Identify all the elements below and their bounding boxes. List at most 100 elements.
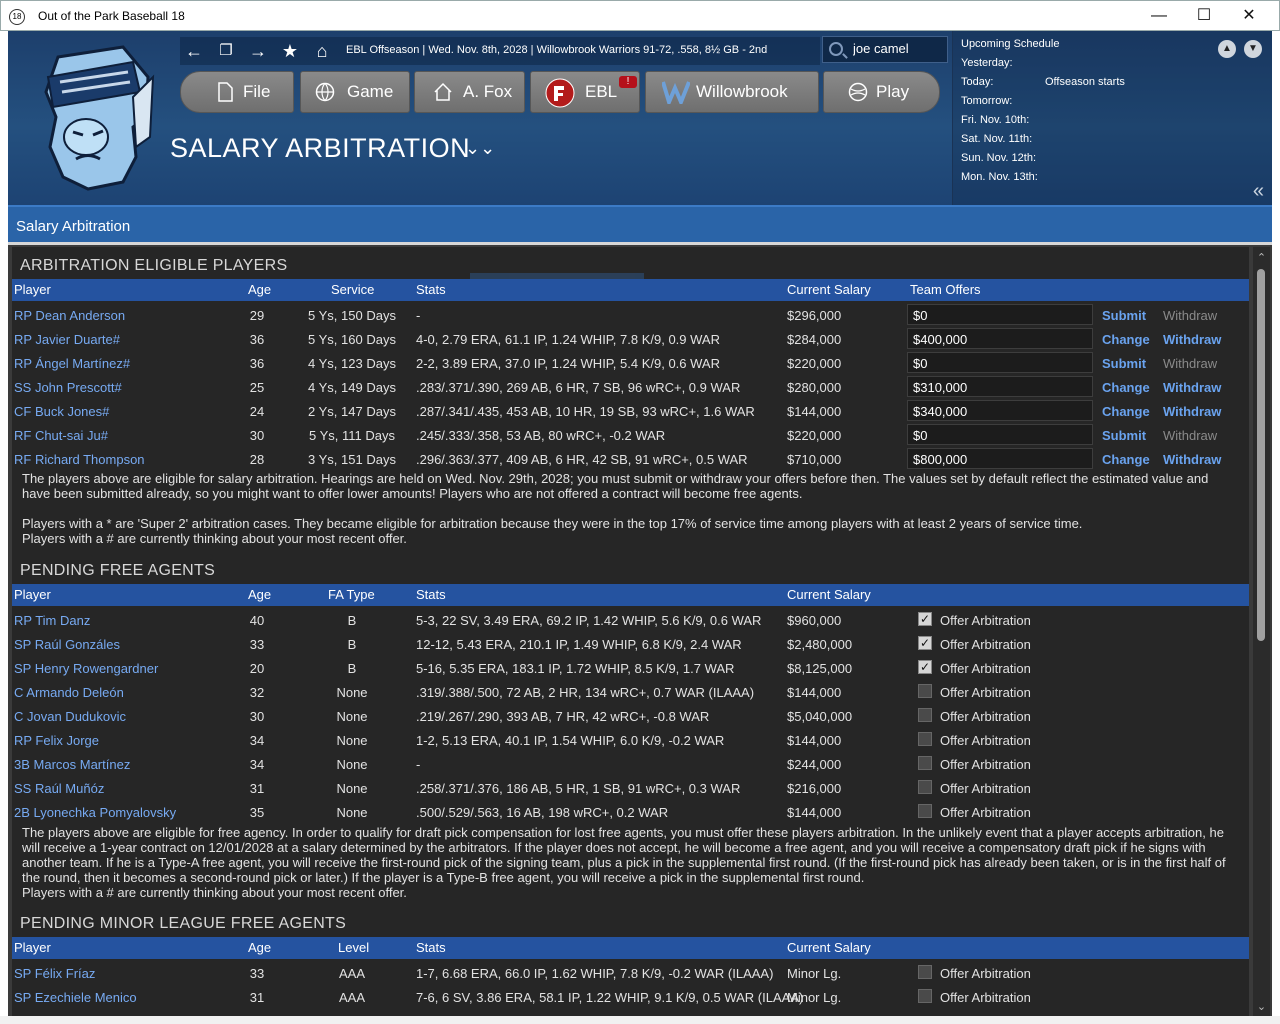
- player-link[interactable]: SP Henry Rowengardner: [14, 661, 159, 676]
- offer-arbitration-checkbox[interactable]: [918, 965, 932, 979]
- withdraw-button[interactable]: Withdraw: [1163, 452, 1222, 467]
- col-service[interactable]: Service: [331, 282, 375, 297]
- menu-play-button[interactable]: Play: [823, 71, 940, 113]
- offer-arbitration-checkbox[interactable]: ✓: [918, 612, 932, 626]
- change-button[interactable]: Change: [1102, 332, 1150, 347]
- player-link[interactable]: RF Richard Thompson: [14, 452, 145, 467]
- copy-icon[interactable]: ❐: [219, 42, 233, 59]
- col-age[interactable]: Age: [248, 587, 272, 602]
- chevron-down-icon[interactable]: ▼: [1244, 40, 1262, 58]
- withdraw-button[interactable]: Withdraw: [1163, 308, 1218, 323]
- forward-arrow-icon[interactable]: →: [249, 41, 267, 61]
- player-link[interactable]: 2B Lyonechka Pomyalovsky: [14, 805, 177, 820]
- col-stats[interactable]: Stats: [416, 587, 446, 602]
- team-offer-input[interactable]: $0: [907, 424, 1093, 445]
- collapse-panel-icon[interactable]: «: [1252, 180, 1264, 202]
- team-offer-input[interactable]: $0: [907, 352, 1093, 373]
- col-age[interactable]: Age: [248, 940, 272, 955]
- col-fa-type[interactable]: FA Type: [328, 587, 375, 602]
- withdraw-button[interactable]: Withdraw: [1163, 332, 1222, 347]
- col-salary[interactable]: Current Salary: [787, 282, 871, 297]
- home-icon[interactable]: ⌂: [316, 41, 328, 61]
- col-player[interactable]: Player: [14, 587, 51, 602]
- team-offer-input[interactable]: $340,000: [907, 400, 1093, 421]
- offer-arbitration-checkbox[interactable]: [918, 804, 932, 818]
- col-level[interactable]: Level: [338, 940, 370, 955]
- menu-manager-button[interactable]: A. Fox: [414, 71, 525, 113]
- scroll-up-icon[interactable]: ⌃: [1256, 252, 1267, 264]
- player-link[interactable]: C Armando Deleón: [14, 685, 124, 700]
- withdraw-button[interactable]: Withdraw: [1163, 404, 1222, 419]
- team-offer-input[interactable]: $0: [907, 304, 1093, 325]
- menu-file-button[interactable]: File: [180, 71, 294, 113]
- withdraw-button[interactable]: Withdraw: [1163, 356, 1218, 371]
- player-link[interactable]: CF Buck Jones#: [14, 404, 110, 419]
- offer-arbitration-label[interactable]: Offer Arbitration: [940, 781, 1031, 796]
- submit-button[interactable]: Submit: [1102, 308, 1147, 323]
- minimize-button[interactable]: —: [1151, 7, 1167, 24]
- team-offer-input[interactable]: $310,000: [907, 376, 1093, 397]
- col-stats[interactable]: Stats: [416, 282, 446, 297]
- back-arrow-icon[interactable]: ←: [185, 41, 203, 61]
- search-box[interactable]: [822, 36, 948, 63]
- change-button[interactable]: Change: [1102, 452, 1150, 467]
- offer-arbitration-checkbox[interactable]: ✓: [918, 636, 932, 650]
- schedule-event[interactable]: Offseason starts: [1045, 76, 1125, 88]
- col-player[interactable]: Player: [14, 940, 51, 955]
- scrollbar-thumb[interactable]: [1257, 269, 1265, 641]
- col-offers[interactable]: Team Offers: [910, 282, 981, 297]
- player-link[interactable]: SP Raúl Gonzáles: [14, 637, 120, 652]
- offer-arbitration-checkbox[interactable]: [918, 708, 932, 722]
- offer-arbitration-label[interactable]: Offer Arbitration: [940, 990, 1031, 1005]
- search-input[interactable]: [853, 41, 943, 56]
- col-age[interactable]: Age: [248, 282, 272, 297]
- chevron-up-icon[interactable]: ▲: [1218, 40, 1236, 58]
- withdraw-button[interactable]: Withdraw: [1163, 428, 1218, 443]
- offer-arbitration-label[interactable]: Offer Arbitration: [940, 709, 1031, 724]
- player-link[interactable]: 3B Marcos Martínez: [14, 757, 131, 772]
- player-link[interactable]: SS John Prescott#: [14, 380, 122, 395]
- offer-arbitration-label[interactable]: Offer Arbitration: [940, 733, 1031, 748]
- offer-arbitration-label[interactable]: Offer Arbitration: [940, 685, 1031, 700]
- change-button[interactable]: Change: [1102, 380, 1150, 395]
- offer-arbitration-label[interactable]: Offer Arbitration: [940, 966, 1031, 981]
- offer-arbitration-checkbox[interactable]: ✓: [918, 660, 932, 674]
- withdraw-button[interactable]: Withdraw: [1163, 380, 1222, 395]
- change-button[interactable]: Change: [1102, 404, 1150, 419]
- team-offer-input[interactable]: $400,000: [907, 328, 1093, 349]
- menu-team-button[interactable]: Willowbrook: [645, 71, 819, 113]
- offer-arbitration-checkbox[interactable]: [918, 989, 932, 1003]
- player-link[interactable]: RP Tim Danz: [14, 613, 91, 628]
- offer-arbitration-checkbox[interactable]: [918, 780, 932, 794]
- player-link[interactable]: C Jovan Dudukovic: [14, 709, 126, 724]
- offer-arbitration-label[interactable]: Offer Arbitration: [940, 805, 1031, 820]
- offer-arbitration-checkbox[interactable]: [918, 684, 932, 698]
- player-link[interactable]: RP Felix Jorge: [14, 733, 100, 748]
- offer-arbitration-label[interactable]: Offer Arbitration: [940, 661, 1031, 676]
- menu-game-button[interactable]: Game: [300, 71, 410, 113]
- submit-button[interactable]: Submit: [1102, 428, 1147, 443]
- star-icon[interactable]: ★: [281, 41, 299, 61]
- player-link[interactable]: RP Ángel Martínez#: [14, 356, 131, 371]
- player-link[interactable]: RP Javier Duarte#: [14, 332, 120, 347]
- offer-arbitration-checkbox[interactable]: [918, 756, 932, 770]
- player-link[interactable]: SP Ezechiele Menico: [14, 990, 137, 1005]
- chevron-down-icon[interactable]: ⌄⌄: [465, 138, 496, 158]
- team-offer-input[interactable]: $800,000: [907, 448, 1093, 469]
- vertical-scrollbar[interactable]: ⌃ ⌄: [1253, 247, 1270, 1017]
- offer-arbitration-label[interactable]: Offer Arbitration: [940, 613, 1031, 628]
- offer-arbitration-label[interactable]: Offer Arbitration: [940, 757, 1031, 772]
- maximize-button[interactable]: ☐: [1196, 7, 1212, 24]
- offer-arbitration-label[interactable]: Offer Arbitration: [940, 637, 1031, 652]
- submit-button[interactable]: Submit: [1102, 356, 1147, 371]
- player-link[interactable]: RF Chut-sai Ju#: [14, 428, 108, 443]
- player-link[interactable]: RP Dean Anderson: [14, 308, 126, 323]
- close-button[interactable]: ✕: [1242, 7, 1256, 24]
- player-link[interactable]: SS Raúl Muñóz: [14, 781, 105, 796]
- col-salary[interactable]: Current Salary: [787, 587, 871, 602]
- offer-arbitration-checkbox[interactable]: [918, 732, 932, 746]
- scroll-down-icon[interactable]: ⌄: [1256, 1001, 1267, 1013]
- col-salary[interactable]: Current Salary: [787, 940, 871, 955]
- col-stats[interactable]: Stats: [416, 940, 446, 955]
- col-player[interactable]: Player: [14, 282, 51, 297]
